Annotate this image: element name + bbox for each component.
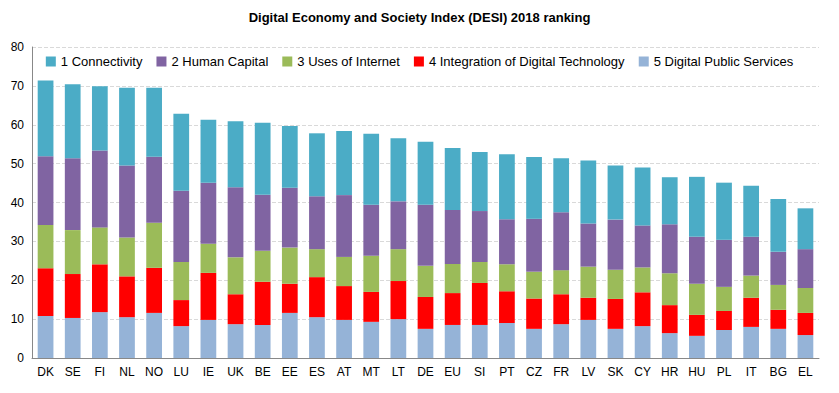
svg-text:PL: PL (717, 365, 732, 379)
svg-text:DE: DE (417, 365, 434, 379)
svg-text:EU: EU (444, 365, 461, 379)
svg-text:HU: HU (688, 365, 705, 379)
svg-text:Digital Economy and Society In: Digital Economy and Society Index (DESI)… (249, 10, 591, 25)
svg-text:FI: FI (95, 365, 106, 379)
svg-text:NL: NL (119, 365, 135, 379)
svg-text:ES: ES (309, 365, 325, 379)
svg-text:3 Uses of Internet: 3 Uses of Internet (297, 54, 400, 69)
svg-text:80: 80 (11, 40, 25, 54)
svg-text:DK: DK (37, 365, 54, 379)
svg-text:50: 50 (11, 157, 25, 171)
svg-text:60: 60 (11, 118, 25, 132)
svg-text:5 Digital Public Services: 5 Digital Public Services (654, 54, 794, 69)
svg-text:EL: EL (798, 365, 813, 379)
svg-text:IE: IE (203, 365, 214, 379)
svg-text:BE: BE (255, 365, 271, 379)
svg-text:LV: LV (581, 365, 595, 379)
svg-text:0: 0 (17, 351, 24, 365)
svg-text:30: 30 (11, 234, 25, 248)
svg-text:FR: FR (553, 365, 569, 379)
svg-text:CY: CY (634, 365, 651, 379)
svg-text:4 Integration of Digital Techn: 4 Integration of Digital Technology (429, 54, 625, 69)
svg-text:MT: MT (363, 365, 381, 379)
svg-text:CZ: CZ (526, 365, 542, 379)
svg-text:2 Human Capital: 2 Human Capital (171, 54, 268, 69)
svg-text:IT: IT (746, 365, 757, 379)
svg-text:PT: PT (499, 365, 515, 379)
svg-text:20: 20 (11, 273, 25, 287)
svg-text:SK: SK (607, 365, 623, 379)
svg-text:LU: LU (174, 365, 189, 379)
svg-text:HR: HR (661, 365, 679, 379)
svg-text:1 Connectivity: 1 Connectivity (61, 54, 143, 69)
svg-text:40: 40 (11, 196, 25, 210)
svg-text:EE: EE (282, 365, 298, 379)
svg-text:10: 10 (11, 312, 25, 326)
svg-text:UK: UK (227, 365, 244, 379)
svg-text:NO: NO (145, 365, 163, 379)
svg-text:BG: BG (770, 365, 787, 379)
svg-text:SE: SE (65, 365, 81, 379)
svg-text:AT: AT (337, 365, 352, 379)
svg-text:70: 70 (11, 79, 25, 93)
svg-text:LT: LT (392, 365, 406, 379)
svg-text:SI: SI (474, 365, 485, 379)
